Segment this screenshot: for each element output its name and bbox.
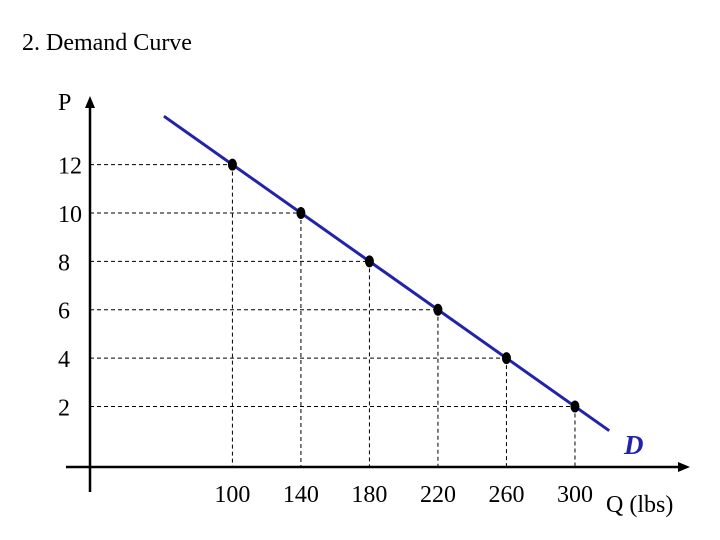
- data-points: [227, 158, 580, 413]
- curve-label-d: D: [623, 430, 644, 460]
- demand-curve-layer: [163, 114, 611, 432]
- axes: [66, 96, 690, 492]
- guide-lines: [90, 164, 576, 467]
- y-axis-label: P: [58, 90, 71, 116]
- y-tick-label: 6: [58, 299, 70, 325]
- x-tick-label: 220: [420, 482, 456, 508]
- data-point: [296, 206, 306, 219]
- x-axis-arrow-icon: [678, 462, 690, 472]
- x-axis-label: Q (lbs): [606, 492, 673, 518]
- x-tick-label: 260: [488, 482, 524, 508]
- y-tick-label: 12: [58, 154, 82, 180]
- y-tick-label: 10: [58, 202, 82, 228]
- data-point: [570, 400, 580, 413]
- x-tick-label: 180: [351, 482, 387, 508]
- x-tick-labels: 100 140 180 220 260 300: [214, 482, 593, 508]
- demand-curve-line: [163, 114, 611, 432]
- data-point: [227, 158, 237, 171]
- chart-title: 2. Demand Curve: [22, 30, 192, 56]
- y-axis-arrow-icon: [85, 96, 95, 108]
- x-tick-label: 300: [557, 482, 593, 508]
- data-point: [501, 352, 511, 365]
- data-point: [364, 255, 374, 268]
- y-tick-labels: 2 4 6 8 10 12: [58, 154, 82, 422]
- x-tick-label: 100: [214, 482, 250, 508]
- data-point: [433, 303, 443, 316]
- x-tick-label: 140: [283, 482, 319, 508]
- y-tick-label: 8: [58, 250, 70, 276]
- y-tick-label: 2: [58, 396, 70, 422]
- y-tick-label: 4: [58, 347, 70, 373]
